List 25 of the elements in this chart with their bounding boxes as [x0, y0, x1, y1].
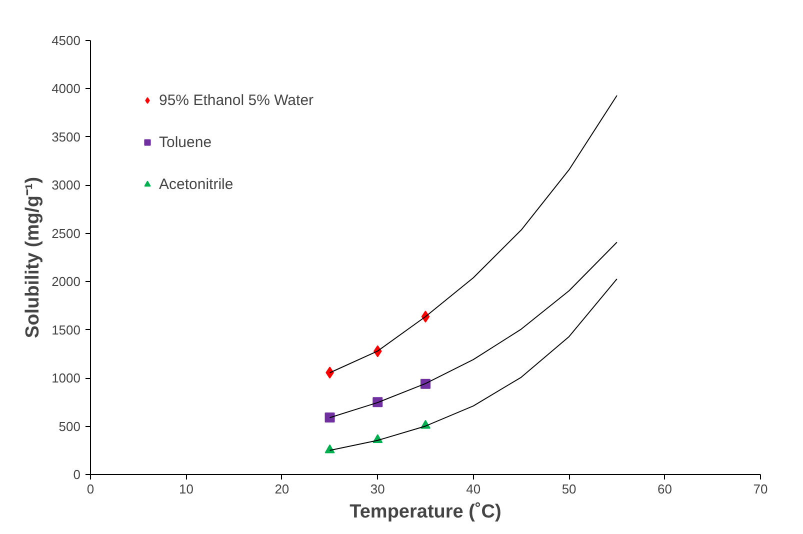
y-tick-label: 2500	[52, 226, 80, 241]
point	[324, 412, 335, 422]
x-tick-label: 30	[370, 482, 385, 496]
y-tick-label: 3000	[52, 178, 80, 193]
x-tick-label: 20	[274, 482, 290, 496]
point	[324, 444, 335, 454]
x-tick-label: 40	[466, 482, 481, 496]
legend-label: Acetonitrile	[159, 176, 234, 192]
y-tick-label: 0	[73, 467, 81, 482]
legend-label: 95% Ethanol 5% Water	[159, 92, 314, 108]
y-axis-title: Solubility (mg/g⁻¹)	[22, 176, 44, 338]
y-tick-label: 4500	[52, 33, 80, 48]
legend-label: Toluene	[159, 134, 212, 150]
y-tick-label: 4000	[52, 81, 80, 96]
y-tick-label: 3500	[52, 129, 80, 144]
y-tick-label: 1000	[52, 370, 80, 386]
x-axis-title: Temperature (˚C)	[350, 502, 502, 522]
x-tick-label: 60	[658, 482, 672, 496]
x-tick-label: 50	[562, 482, 576, 496]
x-tick-label: 70	[753, 482, 768, 496]
y-tick-label: 2000	[52, 274, 80, 290]
y-tick-label: 1500	[52, 322, 80, 338]
x-tick-label: 0	[86, 482, 94, 496]
y-tick-label: 500	[58, 418, 81, 434]
x-tick-label: 10	[178, 482, 194, 496]
